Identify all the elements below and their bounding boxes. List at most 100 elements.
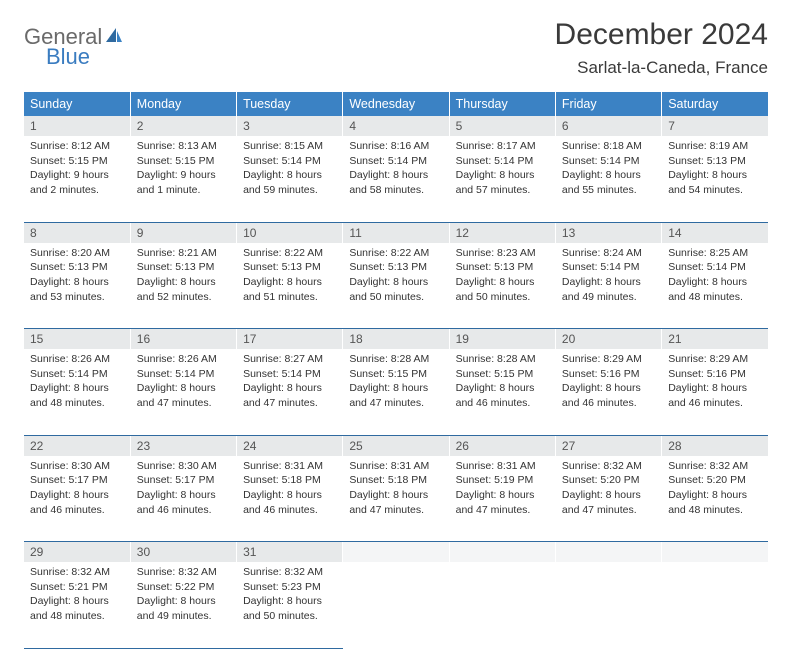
month-title: December 2024 <box>555 18 768 52</box>
daylight-text: Daylight: 8 hours and 50 minutes. <box>456 275 549 304</box>
daylight-text: Daylight: 8 hours and 46 minutes. <box>243 488 336 517</box>
sunrise-text: Sunrise: 8:30 AM <box>30 459 124 474</box>
sunset-text: Sunset: 5:14 PM <box>562 260 655 275</box>
daylight-text: Daylight: 8 hours and 47 minutes. <box>349 488 442 517</box>
day-body-cell <box>449 562 555 648</box>
day-number-row: 15161718192021 <box>24 329 768 350</box>
day-body-cell: Sunrise: 8:19 AMSunset: 5:13 PMDaylight:… <box>662 136 768 222</box>
day-number-cell: 13 <box>555 222 661 243</box>
day-number-cell: 5 <box>449 116 555 136</box>
day-number-cell: 19 <box>449 329 555 350</box>
day-body-cell: Sunrise: 8:22 AMSunset: 5:13 PMDaylight:… <box>343 243 449 329</box>
day-number-cell: 11 <box>343 222 449 243</box>
day-number-cell: 24 <box>237 435 343 456</box>
daylight-text: Daylight: 8 hours and 59 minutes. <box>243 168 336 197</box>
sunset-text: Sunset: 5:14 PM <box>137 367 230 382</box>
sunset-text: Sunset: 5:15 PM <box>30 154 124 169</box>
day-body-cell: Sunrise: 8:28 AMSunset: 5:15 PMDaylight:… <box>449 349 555 435</box>
daylight-text: Daylight: 8 hours and 50 minutes. <box>349 275 442 304</box>
sunset-text: Sunset: 5:14 PM <box>30 367 124 382</box>
logo: General Blue <box>24 18 124 76</box>
day-body-cell: Sunrise: 8:28 AMSunset: 5:15 PMDaylight:… <box>343 349 449 435</box>
day-number-cell: 18 <box>343 329 449 350</box>
weekday-header: Wednesday <box>343 92 449 116</box>
sunrise-text: Sunrise: 8:12 AM <box>30 139 124 154</box>
day-body-cell: Sunrise: 8:32 AMSunset: 5:20 PMDaylight:… <box>662 456 768 542</box>
day-body-cell: Sunrise: 8:32 AMSunset: 5:23 PMDaylight:… <box>237 562 343 648</box>
daylight-text: Daylight: 8 hours and 52 minutes. <box>137 275 230 304</box>
daylight-text: Daylight: 8 hours and 48 minutes. <box>668 275 762 304</box>
daylight-text: Daylight: 9 hours and 2 minutes. <box>30 168 124 197</box>
day-body-cell: Sunrise: 8:25 AMSunset: 5:14 PMDaylight:… <box>662 243 768 329</box>
sunset-text: Sunset: 5:13 PM <box>456 260 549 275</box>
day-number-cell: 7 <box>662 116 768 136</box>
day-number-cell: 3 <box>237 116 343 136</box>
sunset-text: Sunset: 5:15 PM <box>349 367 442 382</box>
day-number-cell: 6 <box>555 116 661 136</box>
sunrise-text: Sunrise: 8:29 AM <box>668 352 762 367</box>
day-number-cell <box>449 542 555 563</box>
daylight-text: Daylight: 8 hours and 46 minutes. <box>137 488 230 517</box>
sunset-text: Sunset: 5:15 PM <box>456 367 549 382</box>
sunrise-text: Sunrise: 8:28 AM <box>349 352 442 367</box>
weekday-header: Thursday <box>449 92 555 116</box>
header: General Blue December 2024 Sarlat-la-Can… <box>24 18 768 78</box>
sunset-text: Sunset: 5:15 PM <box>137 154 230 169</box>
daylight-text: Daylight: 8 hours and 49 minutes. <box>562 275 655 304</box>
day-number-cell <box>555 542 661 563</box>
day-body-cell: Sunrise: 8:22 AMSunset: 5:13 PMDaylight:… <box>237 243 343 329</box>
day-body-cell: Sunrise: 8:32 AMSunset: 5:22 PMDaylight:… <box>130 562 236 648</box>
weekday-header-row: SundayMondayTuesdayWednesdayThursdayFrid… <box>24 92 768 116</box>
location-label: Sarlat-la-Caneda, France <box>555 58 768 78</box>
sunrise-text: Sunrise: 8:26 AM <box>137 352 230 367</box>
sunset-text: Sunset: 5:18 PM <box>349 473 442 488</box>
sunrise-text: Sunrise: 8:25 AM <box>668 246 762 261</box>
sunset-text: Sunset: 5:14 PM <box>243 367 336 382</box>
day-number-row: 891011121314 <box>24 222 768 243</box>
day-body-row: Sunrise: 8:20 AMSunset: 5:13 PMDaylight:… <box>24 243 768 329</box>
day-body-cell: Sunrise: 8:31 AMSunset: 5:18 PMDaylight:… <box>237 456 343 542</box>
day-body-cell: Sunrise: 8:20 AMSunset: 5:13 PMDaylight:… <box>24 243 130 329</box>
day-number-cell: 30 <box>130 542 236 563</box>
day-number-row: 293031 <box>24 542 768 563</box>
day-body-cell: Sunrise: 8:29 AMSunset: 5:16 PMDaylight:… <box>555 349 661 435</box>
sunrise-text: Sunrise: 8:30 AM <box>137 459 230 474</box>
day-body-row: Sunrise: 8:26 AMSunset: 5:14 PMDaylight:… <box>24 349 768 435</box>
weekday-header: Monday <box>130 92 236 116</box>
sunrise-text: Sunrise: 8:20 AM <box>30 246 124 261</box>
sunset-text: Sunset: 5:13 PM <box>349 260 442 275</box>
sunrise-text: Sunrise: 8:17 AM <box>456 139 549 154</box>
day-number-cell: 31 <box>237 542 343 563</box>
day-number-cell: 23 <box>130 435 236 456</box>
daylight-text: Daylight: 8 hours and 47 minutes. <box>349 381 442 410</box>
daylight-text: Daylight: 8 hours and 51 minutes. <box>243 275 336 304</box>
sunrise-text: Sunrise: 8:32 AM <box>137 565 230 580</box>
logo-text-blue: Blue <box>46 44 90 69</box>
day-number-row: 22232425262728 <box>24 435 768 456</box>
sunrise-text: Sunrise: 8:31 AM <box>349 459 442 474</box>
day-body-cell: Sunrise: 8:17 AMSunset: 5:14 PMDaylight:… <box>449 136 555 222</box>
sunset-text: Sunset: 5:14 PM <box>668 260 762 275</box>
day-number-cell: 29 <box>24 542 130 563</box>
sunrise-text: Sunrise: 8:24 AM <box>562 246 655 261</box>
daylight-text: Daylight: 8 hours and 47 minutes. <box>243 381 336 410</box>
day-body-cell: Sunrise: 8:16 AMSunset: 5:14 PMDaylight:… <box>343 136 449 222</box>
day-body-cell <box>555 562 661 648</box>
sunrise-text: Sunrise: 8:31 AM <box>243 459 336 474</box>
daylight-text: Daylight: 8 hours and 46 minutes. <box>668 381 762 410</box>
day-number-cell: 8 <box>24 222 130 243</box>
sunset-text: Sunset: 5:22 PM <box>137 580 230 595</box>
sunset-text: Sunset: 5:13 PM <box>137 260 230 275</box>
sunrise-text: Sunrise: 8:32 AM <box>562 459 655 474</box>
sunset-text: Sunset: 5:17 PM <box>30 473 124 488</box>
day-number-cell: 15 <box>24 329 130 350</box>
day-body-cell: Sunrise: 8:31 AMSunset: 5:18 PMDaylight:… <box>343 456 449 542</box>
day-number-cell: 20 <box>555 329 661 350</box>
day-number-cell: 2 <box>130 116 236 136</box>
day-body-cell: Sunrise: 8:21 AMSunset: 5:13 PMDaylight:… <box>130 243 236 329</box>
calendar-table: SundayMondayTuesdayWednesdayThursdayFrid… <box>24 92 768 649</box>
sunrise-text: Sunrise: 8:15 AM <box>243 139 336 154</box>
sunrise-text: Sunrise: 8:22 AM <box>349 246 442 261</box>
day-body-cell <box>343 562 449 648</box>
daylight-text: Daylight: 8 hours and 57 minutes. <box>456 168 549 197</box>
